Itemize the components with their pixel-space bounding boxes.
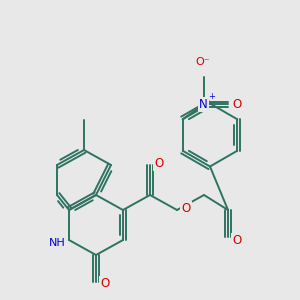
Text: NH: NH xyxy=(49,238,65,248)
Text: O: O xyxy=(154,157,164,170)
Text: N: N xyxy=(199,98,208,111)
Text: O⁻: O⁻ xyxy=(195,57,209,67)
Text: O: O xyxy=(182,202,190,215)
Text: +: + xyxy=(208,92,215,101)
Text: O: O xyxy=(232,98,241,111)
Text: O: O xyxy=(100,277,109,290)
Text: O: O xyxy=(232,233,242,247)
